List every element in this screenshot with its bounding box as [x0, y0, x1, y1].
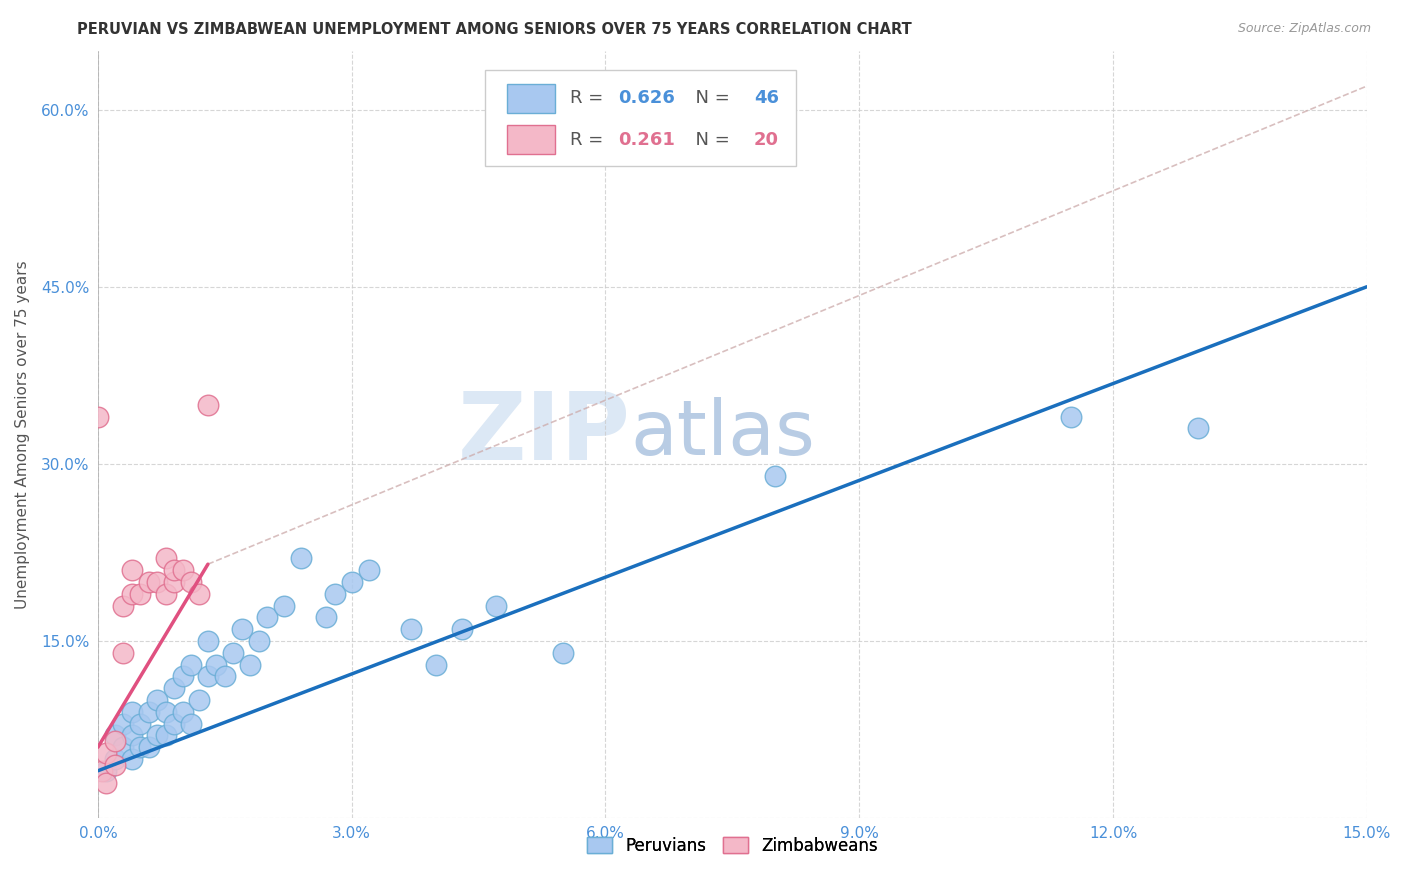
Point	[121, 728, 143, 742]
Point	[112, 716, 135, 731]
Text: R =: R =	[569, 131, 609, 149]
Point	[163, 681, 186, 695]
Point	[450, 622, 472, 636]
Point	[340, 574, 363, 589]
Point	[146, 574, 169, 589]
Point	[96, 746, 118, 760]
Y-axis label: Unemployment Among Seniors over 75 years: Unemployment Among Seniors over 75 years	[15, 260, 30, 608]
Point	[129, 740, 152, 755]
Point	[96, 775, 118, 789]
Point	[104, 734, 127, 748]
Point	[163, 574, 186, 589]
Point	[180, 657, 202, 672]
Point	[172, 705, 194, 719]
Point	[121, 705, 143, 719]
Point	[112, 740, 135, 755]
FancyBboxPatch shape	[506, 125, 555, 154]
Point	[155, 705, 177, 719]
Point	[256, 610, 278, 624]
FancyBboxPatch shape	[485, 70, 796, 166]
Point	[129, 716, 152, 731]
Point	[1060, 409, 1083, 424]
Point	[323, 587, 346, 601]
Point	[87, 409, 110, 424]
Point	[425, 657, 447, 672]
Point	[357, 563, 380, 577]
Point	[315, 610, 337, 624]
Point	[180, 716, 202, 731]
Point	[484, 599, 506, 613]
Point	[763, 468, 786, 483]
Point	[104, 752, 127, 766]
Point	[112, 599, 135, 613]
Point	[104, 728, 127, 742]
Point	[247, 634, 270, 648]
Point	[155, 551, 177, 566]
Point	[214, 669, 236, 683]
Text: atlas: atlas	[631, 397, 815, 471]
Point	[104, 757, 127, 772]
Point	[763, 79, 786, 94]
Legend: Peruvians, Zimbabweans: Peruvians, Zimbabweans	[578, 829, 886, 863]
Point	[172, 563, 194, 577]
Text: N =: N =	[685, 131, 735, 149]
Point	[129, 587, 152, 601]
Point	[188, 587, 211, 601]
Point	[146, 728, 169, 742]
Point	[273, 599, 295, 613]
Point	[121, 752, 143, 766]
Point	[188, 693, 211, 707]
Text: PERUVIAN VS ZIMBABWEAN UNEMPLOYMENT AMONG SENIORS OVER 75 YEARS CORRELATION CHAR: PERUVIAN VS ZIMBABWEAN UNEMPLOYMENT AMON…	[77, 22, 912, 37]
Point	[138, 740, 160, 755]
Point	[163, 563, 186, 577]
FancyBboxPatch shape	[506, 84, 555, 113]
Point	[222, 646, 245, 660]
Point	[197, 634, 219, 648]
Text: 46: 46	[754, 89, 779, 107]
Point	[197, 669, 219, 683]
Point	[96, 764, 118, 778]
Point	[112, 646, 135, 660]
Point	[121, 587, 143, 601]
Text: R =: R =	[569, 89, 609, 107]
Point	[146, 693, 169, 707]
Point	[138, 705, 160, 719]
Text: 20: 20	[754, 131, 779, 149]
Point	[399, 622, 422, 636]
Point	[197, 398, 219, 412]
Point	[163, 716, 186, 731]
Point	[1187, 421, 1209, 435]
Text: 0.626: 0.626	[619, 89, 675, 107]
Point	[155, 587, 177, 601]
Point	[205, 657, 228, 672]
Point	[138, 574, 160, 589]
Text: N =: N =	[685, 89, 735, 107]
Text: Source: ZipAtlas.com: Source: ZipAtlas.com	[1237, 22, 1371, 36]
Point	[239, 657, 262, 672]
Text: ZIP: ZIP	[458, 388, 631, 480]
Point	[290, 551, 312, 566]
Point	[231, 622, 253, 636]
Point	[553, 646, 575, 660]
Text: 0.261: 0.261	[619, 131, 675, 149]
Point	[155, 728, 177, 742]
Point	[121, 563, 143, 577]
Point	[180, 574, 202, 589]
Point	[91, 764, 114, 778]
Point	[172, 669, 194, 683]
